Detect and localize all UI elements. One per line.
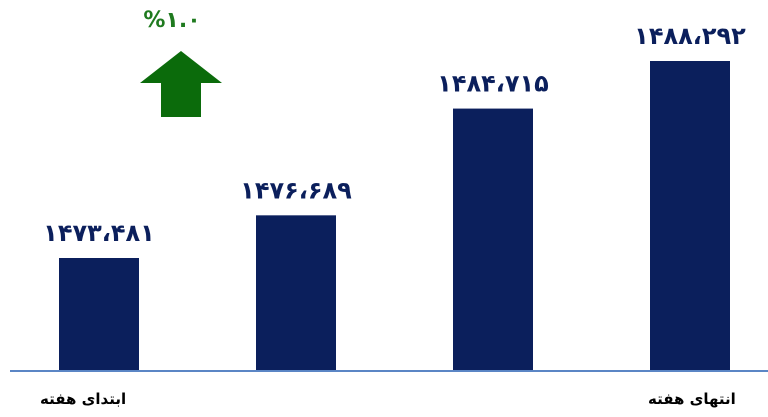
change-percent-label: %۱.۰: [143, 8, 200, 33]
bar-value-label-1: ۱۴۷۳،۴۸۱: [43, 219, 155, 247]
bar-4: [650, 61, 730, 371]
bars-group: [59, 61, 730, 372]
bar-value-label-2: ۱۴۷۶،۶۸۹: [240, 176, 352, 204]
bar-1: [59, 258, 139, 371]
start-of-week-label: ابتدای هفته: [40, 390, 127, 408]
end-of-week-label: انتهای هفته: [648, 390, 736, 408]
bar-value-label-4: ۱۴۸۸،۲۹۲: [634, 22, 746, 50]
up-arrow-icon: [140, 51, 222, 117]
bar-value-label-3: ۱۴۸۴،۷۱۵: [437, 70, 549, 98]
bar-2: [256, 215, 336, 371]
bar-3: [453, 108, 533, 372]
value-labels-group: ۱۴۷۳،۴۸۱ ۱۴۷۶،۶۸۹ ۱۴۸۴،۷۱۵ ۱۴۸۸،۲۹۲: [43, 22, 746, 247]
